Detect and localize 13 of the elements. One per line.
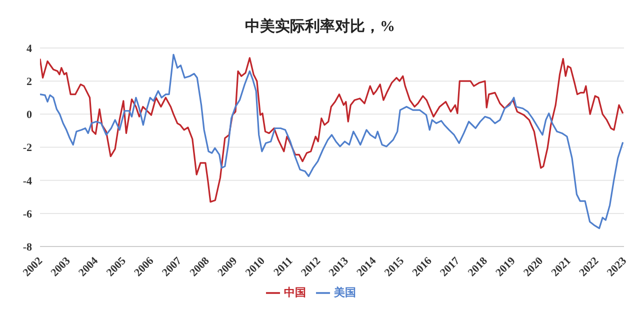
y-tick-label: -4 [22,175,32,188]
x-tick-label: 2011 [272,254,296,279]
y-tick-label: 0 [26,109,32,122]
y-tick-label: 2 [26,76,32,88]
line-series [40,57,624,203]
y-tick-label: -2 [22,142,32,154]
legend-label: 美国 [334,286,356,299]
chart-title: 中美实际利率对比，% [244,16,396,37]
y-tick-label: -6 [22,208,32,220]
y-tick-label: 4 [26,42,32,55]
y-tick-label: -8 [22,241,32,254]
legend-label: 中国 [284,286,306,299]
line-series [40,54,624,230]
